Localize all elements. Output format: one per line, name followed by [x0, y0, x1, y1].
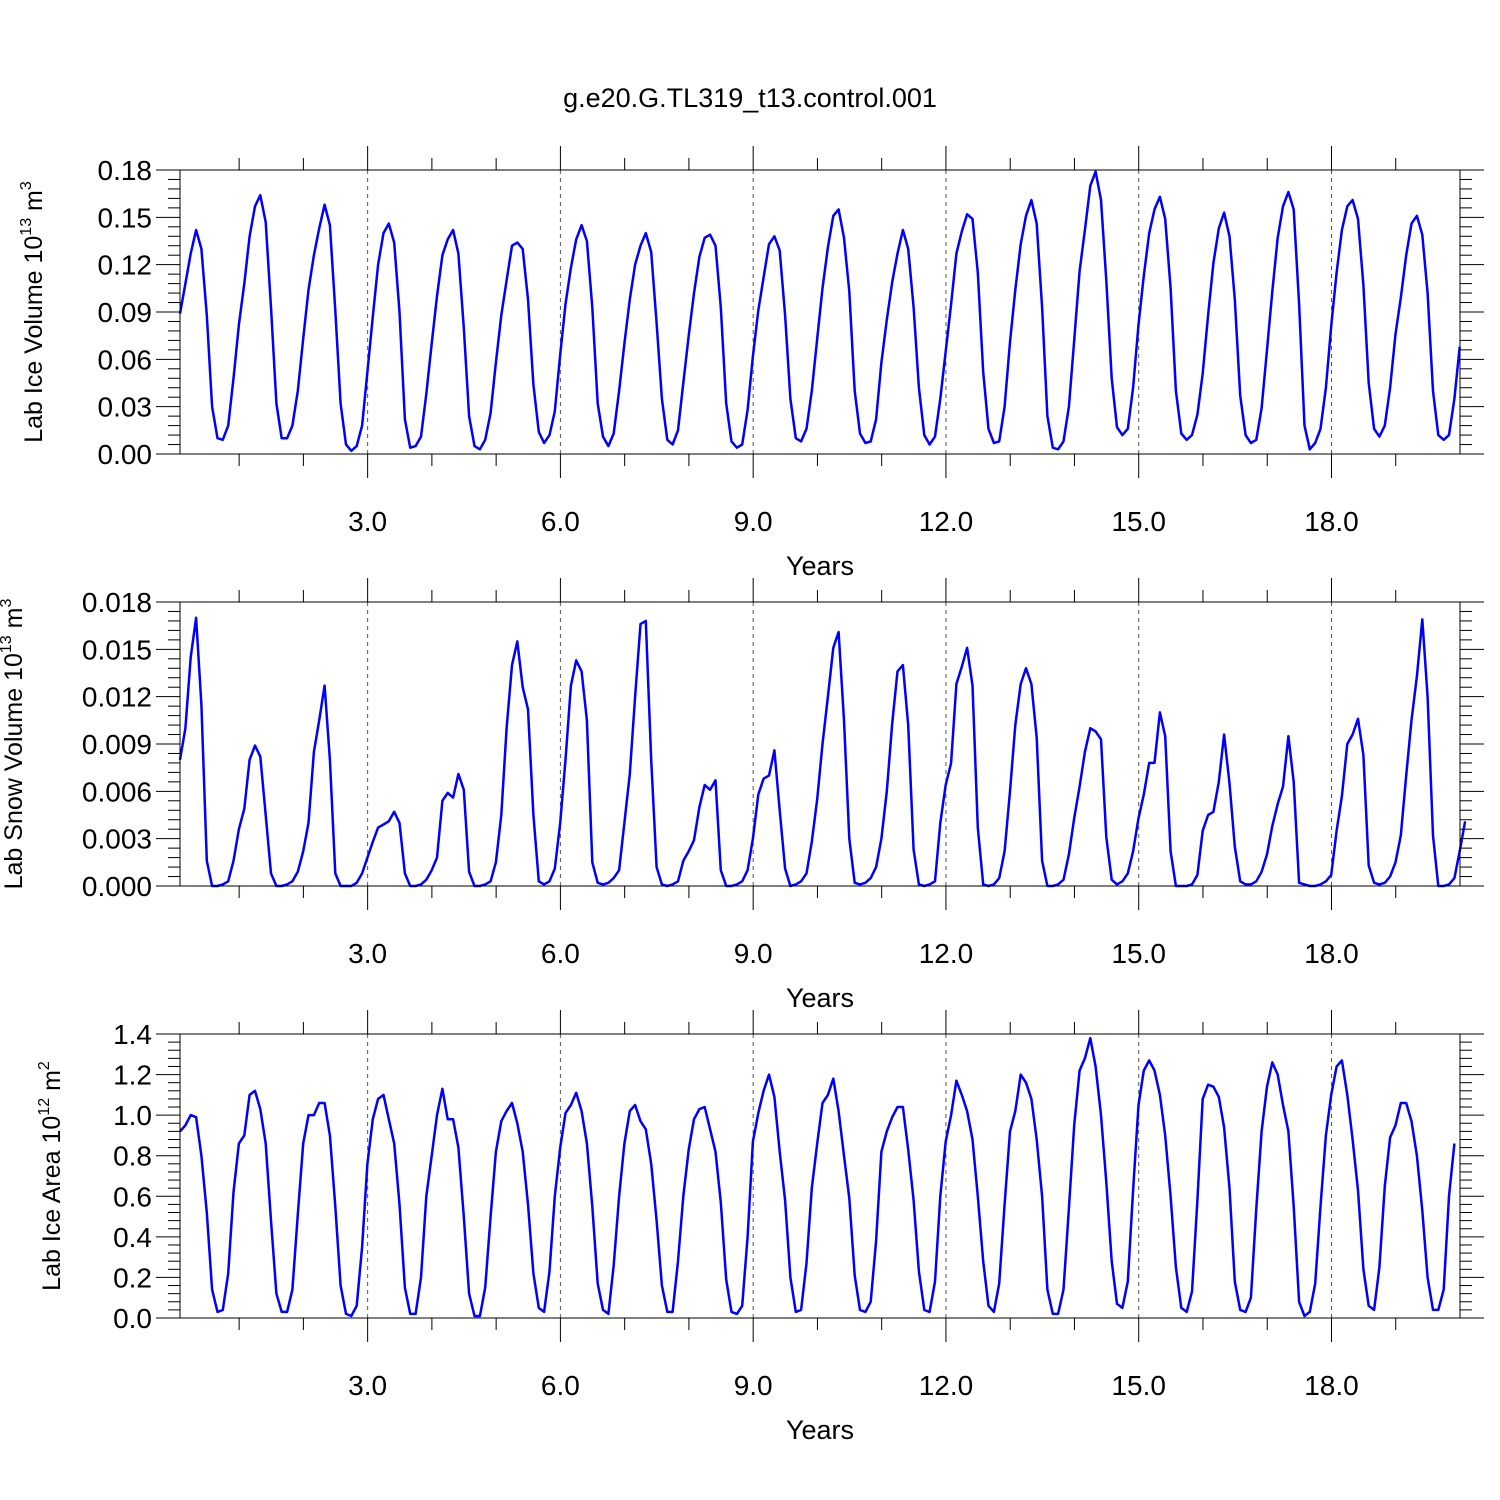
ytick-label: 0.015 — [82, 634, 152, 665]
ytick-label: 0.15 — [98, 202, 153, 233]
xtick-label: 12.0 — [919, 1370, 974, 1401]
xtick-label: 6.0 — [541, 506, 580, 537]
ytick-label: 0.018 — [82, 587, 152, 618]
ytick-label: 0.2 — [113, 1262, 152, 1293]
xtick-label: 12.0 — [919, 506, 974, 537]
series-line — [179, 1036, 1456, 1318]
figure-title: g.e20.G.TL319_t13.control.001 — [563, 83, 937, 113]
ytick-label: 0.012 — [82, 682, 152, 713]
xtick-label: 6.0 — [541, 1370, 580, 1401]
panel-lab-ice-area: 0.0 0.2 0.4 0.6 0.8 1.0 1.2 1.4 3.0 6.0 9.0 12.0 15.… — [36, 1010, 1484, 1445]
xtick-label: 18.0 — [1304, 506, 1359, 537]
xtick-label: 3.0 — [348, 1370, 387, 1401]
xtick-label: 3.0 — [348, 506, 387, 537]
x-axis-label: Years — [786, 1415, 854, 1445]
ytick-label: 0.18 — [98, 155, 153, 186]
panel-lab-snow-volume: 0.000 0.003 0.006 0.009 0.012 0.015 0.018 3.0 6.… — [0, 578, 1484, 1013]
y-axis-label: Lab Ice Area 1012 m2 — [36, 1061, 66, 1291]
y-axis-label-unit: m — [38, 1070, 66, 1098]
ytick-label: 0.0 — [113, 1303, 152, 1334]
xtick-label: 15.0 — [1111, 506, 1166, 537]
y-axis-label-unit: m — [0, 608, 28, 636]
series-line — [178, 616, 1467, 888]
xtick-label: 3.0 — [348, 938, 387, 969]
ytick-label: 0.8 — [113, 1141, 152, 1172]
ytick-label: 0.006 — [82, 776, 152, 807]
y-axis-label-exponent: 13 — [0, 635, 15, 653]
y-axis-label-main: Lab Snow Volume 10 — [0, 653, 28, 889]
ytick-label: 1.0 — [113, 1100, 152, 1131]
xtick-label: 6.0 — [541, 938, 580, 969]
xtick-label: 9.0 — [734, 1370, 773, 1401]
ytick-label: 0.000 — [82, 871, 152, 902]
panel-lab-ice-volume: 0.00 0.03 0.06 0.09 0.12 0.15 0.18 3.0 6.0 9.0 12.… — [18, 146, 1484, 581]
ytick-label: 0.009 — [82, 729, 152, 760]
ytick-label: 0.00 — [98, 439, 153, 470]
y-axis-label-unit-exponent: 3 — [18, 181, 35, 190]
xtick-label: 15.0 — [1111, 938, 1166, 969]
y-axis-label: Lab Snow Volume 1013 m3 — [0, 599, 28, 890]
xtick-label: 12.0 — [919, 938, 974, 969]
ytick-label: 0.003 — [82, 824, 152, 855]
ytick-label: 1.4 — [113, 1019, 152, 1050]
y-axis-label-main: Lab Ice Area 10 — [38, 1116, 66, 1291]
series-line — [178, 170, 1461, 453]
y-axis-label: Lab Ice Volume 1013 m3 — [18, 181, 48, 443]
xtick-label: 18.0 — [1304, 938, 1359, 969]
ytick-label: 0.4 — [113, 1222, 152, 1253]
ytick-label: 0.03 — [98, 392, 153, 423]
y-axis-label-main: Lab Ice Volume 10 — [20, 236, 48, 443]
ytick-label: 0.06 — [98, 344, 153, 375]
xtick-label: 9.0 — [734, 938, 773, 969]
x-axis-label: Years — [786, 551, 854, 581]
ytick-label: 1.2 — [113, 1060, 152, 1091]
y-axis-label-exponent: 13 — [18, 218, 35, 236]
xtick-label: 18.0 — [1304, 1370, 1359, 1401]
y-axis-label-exponent: 12 — [36, 1098, 53, 1116]
ytick-label: 0.6 — [113, 1181, 152, 1212]
xtick-label: 9.0 — [734, 506, 773, 537]
y-axis-label-unit-exponent: 3 — [0, 599, 15, 608]
x-axis-label: Years — [786, 983, 854, 1013]
y-axis-label-unit: m — [20, 190, 48, 218]
xtick-label: 15.0 — [1111, 1370, 1166, 1401]
y-axis-label-unit-exponent: 2 — [36, 1061, 53, 1070]
plot-frame — [179, 1033, 1461, 1319]
ytick-label: 0.12 — [98, 250, 153, 281]
ytick-label: 0.09 — [98, 297, 153, 328]
